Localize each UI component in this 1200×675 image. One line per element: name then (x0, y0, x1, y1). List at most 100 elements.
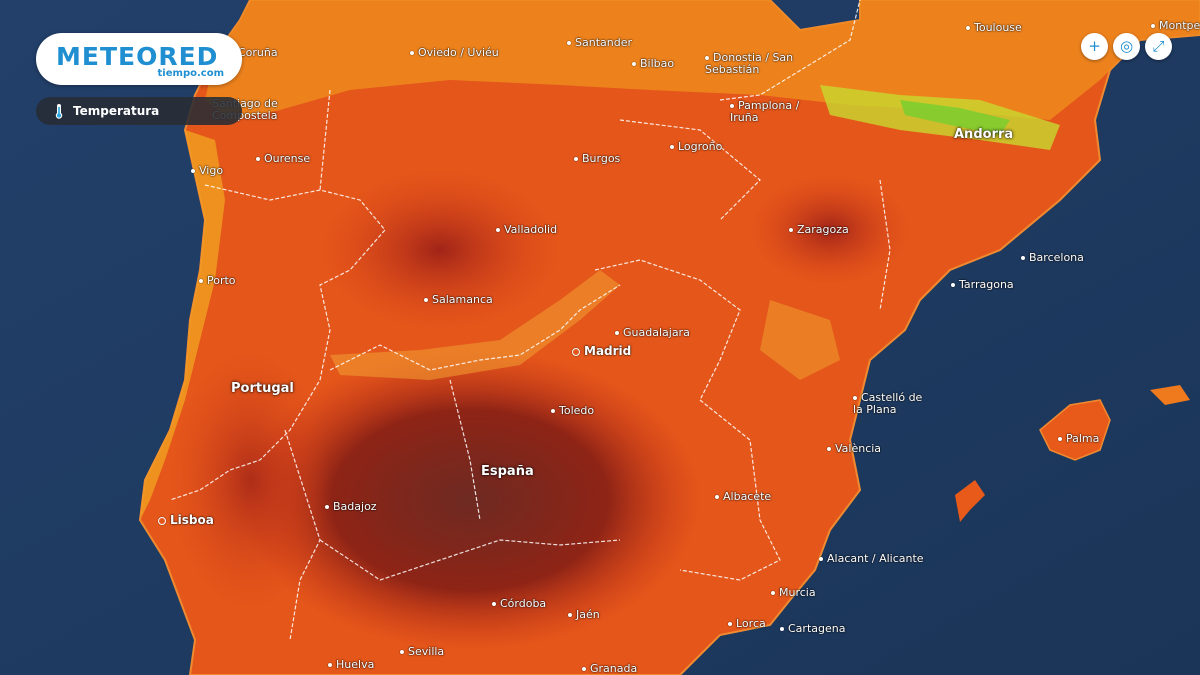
city-name: Badajoz (333, 500, 377, 513)
city-granada: Granada (582, 663, 637, 675)
central-range (330, 270, 620, 380)
city-marker (567, 41, 571, 45)
city-name: Lorca (736, 617, 766, 630)
city-marker (819, 557, 823, 561)
city-bilbao: Bilbao (632, 58, 674, 70)
country-label-andorra: Andorra (954, 127, 1014, 142)
city-valladolid: Valladolid (496, 224, 557, 236)
city-name: Burgos (582, 152, 621, 165)
city-huelva: Huelva (328, 659, 374, 671)
mallorca (1039, 399, 1111, 461)
city-donostia: Donostia / San Sebastián (705, 52, 795, 76)
city-name: Zaragoza (797, 223, 849, 236)
city-name: Logroño (678, 140, 723, 153)
city-name: Bilbao (640, 57, 675, 70)
layer-selector[interactable]: Temperatura (36, 97, 242, 125)
city-marker (789, 228, 793, 232)
city-marker (1151, 24, 1155, 28)
city-marker (951, 283, 955, 287)
city-coruna: Coruña (238, 47, 278, 59)
menorca (1150, 385, 1190, 405)
city-marker (191, 169, 195, 173)
city-barcelona: Barcelona (1021, 252, 1084, 264)
layer-label: Temperatura (73, 104, 160, 118)
pyrenees-peaks (900, 100, 1010, 135)
camera-icon: ◎ (1119, 37, 1134, 55)
city-name: Guadalajara (623, 326, 690, 339)
city-marker (568, 613, 572, 617)
hot-core-portugal (170, 350, 330, 610)
city-name: Salamanca (432, 293, 493, 306)
city-name: Sevilla (408, 645, 445, 658)
capital-madrid: Madrid (572, 345, 631, 357)
country-label-portugal: Portugal (231, 381, 294, 396)
city-marker (966, 26, 970, 30)
city-marker (715, 495, 719, 499)
logo-subdomain: tiempo.com (157, 68, 224, 79)
iberian-range (760, 300, 840, 380)
city-marker (670, 145, 674, 149)
city-name: Ourense (264, 152, 311, 165)
city-marker (574, 157, 578, 161)
city-toulouse: Toulouse (966, 22, 1022, 34)
hot-core-south (240, 350, 700, 650)
city-name: Alacant / Alicante (827, 552, 924, 565)
city-marker (853, 396, 857, 400)
city-marker (400, 650, 404, 654)
city-tarragona: Tarragona (951, 279, 1014, 291)
admin-borders (169, 0, 891, 641)
city-castello: Castelló de la Plana (853, 392, 923, 416)
city-marker (325, 505, 329, 509)
city-marker (705, 56, 709, 60)
city-name: Donostia / San Sebastián (705, 51, 794, 76)
city-marker (328, 663, 332, 667)
city-name: Montpellier (1159, 19, 1200, 32)
hot-core-center (320, 170, 560, 330)
city-logrono: Logroño (670, 141, 722, 153)
city-guadalajara: Guadalajara (615, 327, 690, 339)
city-ourense: Ourense (256, 153, 310, 165)
city-albacete: Albacete (715, 491, 771, 503)
northern-band (205, 0, 1200, 120)
city-murcia: Murcia (771, 587, 816, 599)
city-marker (424, 298, 428, 302)
west-coast-band (140, 130, 225, 520)
zoom-in-button[interactable]: + (1081, 33, 1108, 60)
capital-marker (572, 347, 580, 356)
screenshot-button[interactable]: ◎ (1113, 33, 1140, 60)
city-name: Barcelona (1029, 251, 1084, 264)
city-name: Pamplona / Iruña (730, 99, 800, 124)
ibiza (955, 480, 985, 522)
city-lorca: Lorca (728, 618, 766, 630)
city-name: Murcia (779, 586, 816, 599)
city-marker (496, 228, 500, 232)
city-name: Coruña (238, 46, 278, 59)
city-oviedo: Oviedo / Uviéu (410, 47, 499, 59)
thermometer-icon (55, 104, 63, 119)
fullscreen-button[interactable]: ⤢ (1145, 33, 1172, 60)
city-name: Vigo (199, 164, 224, 177)
meteored-logo[interactable]: METEORED tiempo.com (36, 33, 242, 85)
city-marker (410, 51, 414, 55)
city-name: Córdoba (500, 597, 547, 610)
logo-wordmark: METEORED (56, 42, 219, 71)
city-name: Lisboa (170, 513, 214, 527)
city-name: Cartagena (788, 622, 846, 635)
city-montpellier: Montpellier (1151, 20, 1200, 32)
capital-marker (158, 516, 166, 525)
city-cartagena: Cartagena (780, 623, 845, 635)
city-marker (582, 667, 586, 671)
city-marker (771, 591, 775, 595)
country-label-espana: España (481, 464, 534, 479)
city-marker (632, 62, 636, 66)
city-name: Tarragona (959, 278, 1014, 291)
city-jaen: Jaén (568, 609, 600, 621)
city-name: Albacete (723, 490, 772, 503)
city-salamanca: Salamanca (424, 294, 493, 306)
city-marker (1058, 437, 1062, 441)
city-burgos: Burgos (574, 153, 620, 165)
city-marker (551, 409, 555, 413)
city-name: Madrid (584, 344, 632, 358)
